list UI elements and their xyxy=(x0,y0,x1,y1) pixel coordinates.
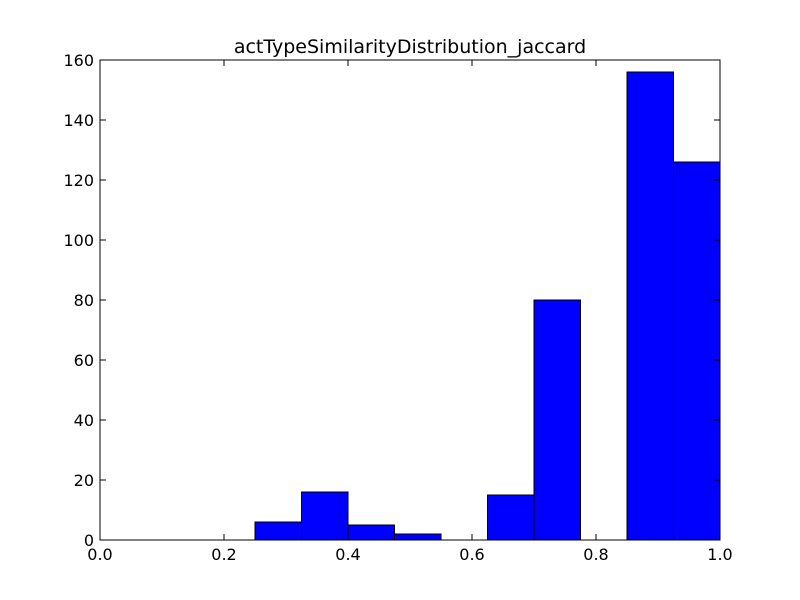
y-tick-label-5: 100 xyxy=(63,231,94,250)
y-tick-label-0: 0 xyxy=(84,531,94,550)
y-tick-label-4: 80 xyxy=(74,291,94,310)
x-tick-label-2: 0.4 xyxy=(335,545,360,564)
x-axis: 0.0 0.2 0.4 0.6 0.8 1.0 xyxy=(87,60,733,564)
chart-title: actTypeSimilarityDistribution_jaccard xyxy=(234,36,586,58)
y-tick-label-7: 140 xyxy=(63,111,94,130)
x-tick-label-5: 1.0 xyxy=(707,545,732,564)
y-tick-label-2: 40 xyxy=(74,411,94,430)
histogram-bar-1 xyxy=(301,491,349,541)
histogram-bar-6 xyxy=(533,299,581,541)
histogram-bar-2 xyxy=(347,524,395,541)
y-tick-label-3: 60 xyxy=(74,351,94,370)
histogram-bar-5 xyxy=(487,494,535,541)
x-tick-label-1: 0.2 xyxy=(211,545,236,564)
bars-group xyxy=(254,71,721,541)
histogram-bar-9 xyxy=(673,161,721,541)
x-tick-label-4: 0.8 xyxy=(583,545,608,564)
x-tick-label-3: 0.6 xyxy=(459,545,484,564)
x-tick-label-0: 0.0 xyxy=(87,545,112,564)
y-tick-label-1: 20 xyxy=(74,471,94,490)
histogram-bar-3 xyxy=(394,533,442,541)
histogram-bar-8 xyxy=(626,71,674,541)
y-tick-label-6: 120 xyxy=(63,171,94,190)
y-axis: 0 20 40 60 80 100 120 140 160 xyxy=(63,51,720,550)
y-tick-label-8: 160 xyxy=(63,51,94,70)
histogram-bar-0 xyxy=(254,521,302,541)
